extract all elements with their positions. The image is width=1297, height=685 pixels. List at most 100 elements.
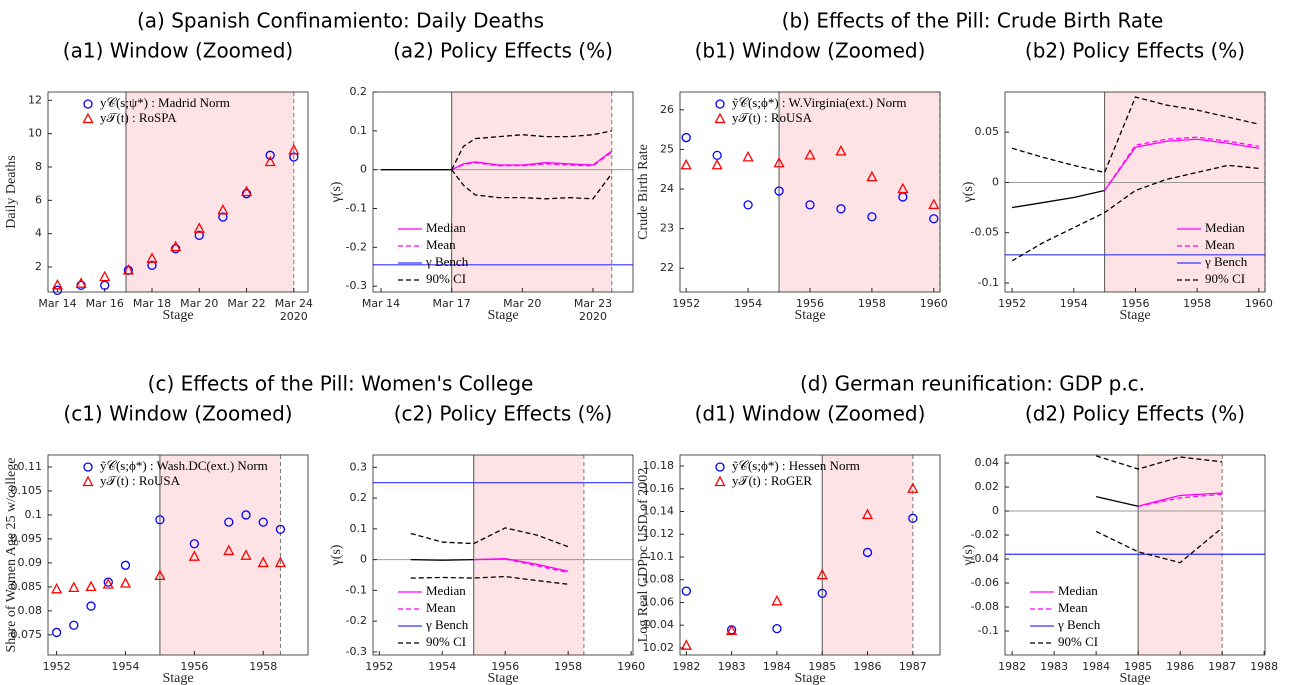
x-tick-label: 1984 [763, 660, 791, 673]
marker [817, 588, 827, 599]
series-line [1011, 96, 1259, 174]
marker [680, 639, 692, 650]
marker [274, 556, 287, 568]
y-tick-label: 0.1 [25, 508, 43, 521]
y-tick-label: 10.08 [643, 573, 675, 586]
panel-title: (a) Spanish Confinamiento: Daily Deaths [137, 9, 544, 33]
y-tick-label: 26 [660, 103, 674, 116]
legend-label: y𝒯(t) : RoGER [732, 473, 812, 488]
marker [194, 230, 204, 240]
legend-swatch [715, 462, 725, 472]
y-tick-label: -0.04 [971, 552, 999, 565]
axes-frame [47, 91, 309, 293]
legend-swatch [83, 462, 93, 472]
series-line [1104, 138, 1259, 191]
x-axis-label: Stage [162, 671, 193, 685]
series-line [1137, 492, 1223, 507]
x-tick-label: 1984 [1082, 660, 1110, 673]
legend-label: Mean [1205, 237, 1235, 252]
marker [122, 263, 134, 275]
legend-label: γ Bench [425, 254, 469, 269]
x-tick-label: Mar 24 [275, 297, 313, 310]
x-tick-label: Mar 20 [180, 297, 218, 310]
legend-label: y𝒯(t) : RoUSA [732, 110, 813, 125]
y-tick-label: -0.02 [971, 528, 999, 541]
legend-label: Median [1205, 220, 1245, 235]
marker [711, 158, 723, 170]
series-line [1104, 136, 1259, 191]
series-line [451, 151, 613, 171]
legend-label: γ Bench [1057, 617, 1101, 632]
y-tick-label: 0 [360, 553, 367, 566]
marker [102, 578, 114, 589]
x-tick-label: 1952 [998, 297, 1026, 310]
y-tick-label: -0.2 [346, 240, 367, 253]
marker [288, 143, 300, 155]
marker [743, 200, 753, 210]
y-axis-label: γ(s) [329, 544, 344, 566]
y-tick-label: 10.14 [643, 505, 675, 518]
x-axis-label: Stage [487, 671, 518, 685]
legend-label: Median [1058, 583, 1098, 598]
x-tick-label: Mar 17 [433, 297, 471, 310]
x-tick-label: 1986 [854, 660, 882, 673]
marker [147, 260, 157, 270]
treatment-window [779, 92, 940, 292]
axes-frame [1004, 454, 1266, 656]
y-tick-label: -0.1 [346, 202, 367, 215]
axes-frame [372, 91, 634, 293]
x-axis-label: Stage [1119, 308, 1150, 323]
series-line [451, 150, 613, 171]
series-line [410, 575, 569, 585]
treatment-window [159, 455, 281, 655]
x-tick-label: 1952 [365, 660, 393, 673]
y-tick-label: -0.06 [971, 576, 999, 589]
x-axis-label: Stage [794, 671, 825, 685]
y-tick-label: 0.2 [350, 491, 368, 504]
legend-label: Mean [1058, 600, 1088, 615]
legend-label: Mean [426, 600, 456, 615]
y-tick-label: 22 [660, 261, 674, 274]
marker [742, 150, 754, 162]
marker [217, 203, 229, 215]
y-tick-label: -0.3 [346, 645, 367, 658]
legend-label: ỹ𝒞(s;ϕ*) : Wash.DC(ext.) Norm [100, 458, 268, 473]
series-line [473, 558, 569, 572]
legend-label: γ Bench [425, 617, 469, 632]
x-tick-label: 1956 [180, 660, 208, 673]
x-tick-label: 1952 [672, 297, 700, 310]
treatment-window [473, 455, 584, 655]
y-tick-label: 0.08 [18, 604, 43, 617]
series-line [451, 169, 613, 200]
marker [257, 556, 269, 568]
marker [258, 517, 268, 527]
marker [189, 539, 200, 549]
x-tick-label: 1988 [1250, 660, 1278, 673]
axes-frame [679, 454, 941, 656]
x-tick-label: Mar 14 [362, 297, 400, 310]
y-tick-label: 0.2 [350, 85, 368, 98]
x-tick-label: Mar 20 [503, 297, 541, 310]
marker [867, 212, 877, 222]
y-axis-label: Daily Deaths [4, 155, 19, 228]
marker [264, 155, 276, 167]
x-tick-label: Mar 18 [133, 297, 171, 310]
marker [119, 577, 132, 588]
panel-title: (c) Effects of the Pill: Women's College [148, 372, 534, 396]
x-tick-label: Mar 16 [86, 297, 124, 310]
y-tick-label: 2 [35, 260, 42, 273]
marker [805, 200, 815, 210]
marker [218, 212, 228, 222]
y-tick-label: -0.2 [346, 614, 367, 627]
marker [907, 482, 919, 493]
x-tick-label: 1954 [428, 660, 456, 673]
subplot-title: (b1) Window (Zoomed) [695, 39, 926, 63]
legend-swatch [82, 112, 94, 124]
x-axis-label: Stage [1119, 671, 1150, 685]
marker [52, 285, 63, 295]
legend-swatch [715, 99, 725, 109]
y-tick-label: 0.095 [11, 532, 43, 545]
marker [928, 198, 940, 210]
axes-frame [372, 454, 634, 656]
x-tick-label: 1952 [43, 660, 71, 673]
